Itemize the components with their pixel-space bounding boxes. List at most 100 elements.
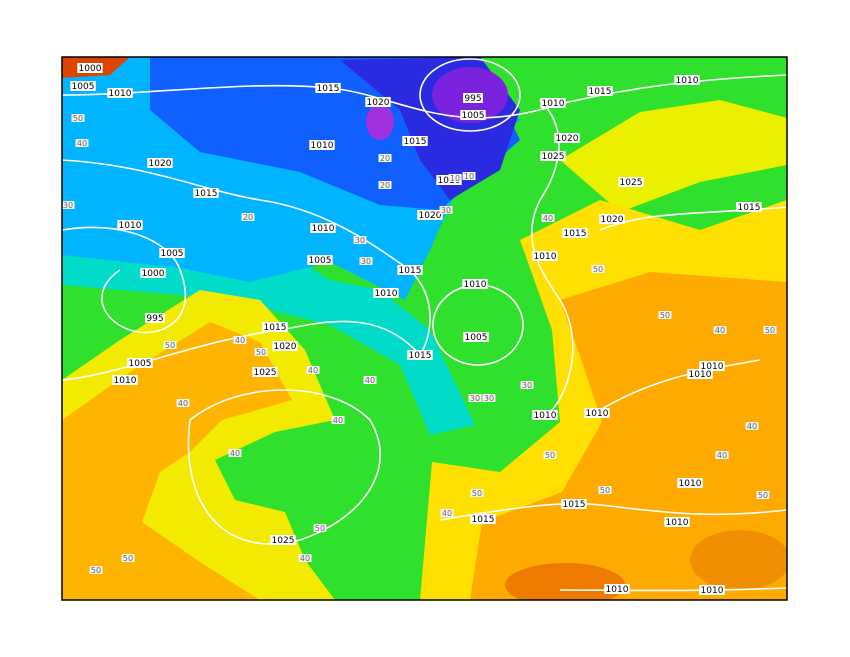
isobar-label: 1015	[404, 137, 427, 147]
thickness-label-bg	[468, 394, 482, 402]
isobar-label-bg	[140, 268, 166, 278]
thickness-label: 40	[230, 449, 240, 458]
isobar-label-bg	[315, 83, 341, 93]
thickness-label: 10	[464, 172, 474, 181]
thickness-label-bg	[363, 376, 377, 384]
thickness-label-bg	[89, 566, 103, 574]
isobar-label: 1015	[563, 500, 586, 510]
isobar-label: 1015	[738, 203, 761, 213]
thickness-label: 20	[243, 213, 253, 222]
thickness-label-bg	[763, 326, 777, 334]
isobar-label: 1020	[419, 211, 442, 221]
isobar-label: 1000	[79, 64, 102, 74]
thickness-label-bg	[176, 399, 190, 407]
isobar-label-bg	[587, 86, 613, 96]
thickness-label: 40	[333, 416, 343, 425]
thickness-label-bg	[591, 265, 605, 273]
isobar-label-bg	[365, 97, 391, 107]
isobar-label-bg	[532, 410, 558, 420]
isobar-label: 1010	[586, 409, 609, 419]
isobar-label-bg	[310, 223, 336, 233]
thickness-label-bg	[543, 451, 557, 459]
thickness-label-bg	[75, 139, 89, 147]
thickness-label-bg	[440, 509, 454, 517]
thickness-label-bg	[163, 341, 177, 349]
thickness-label: 40	[235, 336, 245, 345]
thickness-label: 50	[73, 114, 83, 123]
isobar-label-bg	[687, 369, 713, 379]
isobar-label-bg	[540, 98, 566, 108]
thickness-label-bg	[378, 154, 392, 162]
isobar-label-bg	[373, 288, 399, 298]
thickness-label-bg	[61, 201, 75, 209]
isobar-label-bg	[664, 517, 690, 527]
thickness-label: 10	[450, 174, 460, 183]
map-frame	[61, 56, 788, 601]
thickness-label: 40	[308, 366, 318, 375]
isobar-label-bg	[117, 220, 143, 230]
isobar-label: 1010	[542, 99, 565, 109]
thickness-label: 30	[63, 201, 73, 210]
thickness-label: 40	[77, 139, 87, 148]
thickness-label-bg	[121, 554, 135, 562]
thickness-label-bg	[359, 257, 373, 265]
isobar-label: 1010	[311, 141, 334, 151]
isobar-label-bg	[193, 188, 219, 198]
isobar-label-bg	[532, 251, 558, 261]
isobar-label: 1015	[399, 266, 422, 276]
isobar-label-bg	[599, 214, 625, 224]
isobar-label: 1015	[317, 84, 340, 94]
field	[62, 57, 787, 600]
isobar-label: 1010	[679, 479, 702, 489]
thickness-label-bg	[448, 174, 462, 182]
thickness-label-bg	[313, 524, 327, 532]
isobar	[62, 74, 787, 119]
isobar-label-bg	[159, 248, 185, 258]
isobar	[559, 587, 787, 592]
isobar-label-bg	[127, 358, 153, 368]
isobar-label-bg	[562, 228, 588, 238]
isobar-label-bg	[554, 133, 580, 143]
isobar-label: 1005	[465, 333, 488, 343]
thickness-label: 50	[123, 554, 133, 563]
isobar-label-bg	[561, 499, 587, 509]
isobar-label: 1015	[195, 189, 218, 199]
thickness-label-bg	[71, 114, 85, 122]
thickness-label: 50	[660, 311, 670, 320]
thickness-label-bg	[520, 381, 534, 389]
isobar-label: 1015	[589, 87, 612, 97]
isobar-label-bg	[70, 81, 96, 91]
thickness-label-bg	[439, 206, 453, 214]
thickness-label-bg	[713, 326, 727, 334]
thickness-label-bg	[745, 422, 759, 430]
isobar-label-bg	[147, 158, 173, 168]
isobar	[419, 58, 521, 132]
isobar-label-bg	[402, 136, 428, 146]
thickness-label: 40	[178, 399, 188, 408]
isobar-label: 1015	[564, 229, 587, 239]
thickness-label: 40	[300, 554, 310, 563]
isobar-label: 1020	[274, 342, 297, 352]
isobar-label: 1015	[264, 323, 287, 333]
thickness-label: 20	[380, 181, 390, 190]
isobar-label-bg	[463, 332, 489, 342]
isobar-label: 1005	[72, 82, 95, 92]
isobar	[62, 159, 431, 356]
isobar-label-bg	[463, 93, 483, 103]
thickness-label: 30	[441, 206, 451, 215]
isobar-label: 1025	[272, 536, 295, 546]
thickness-label-bg	[306, 366, 320, 374]
thickness-label: 50	[165, 341, 175, 350]
thickness-label-bg	[598, 486, 612, 494]
thickness-label: 40	[543, 214, 553, 223]
thickness-label-bg	[658, 311, 672, 319]
isobar-label: 1025	[620, 178, 643, 188]
isobar-label: 1010	[666, 518, 689, 528]
thickness-label: 50	[256, 348, 266, 357]
isobar-label: 1025	[542, 152, 565, 162]
yellow-area	[560, 100, 787, 212]
isobar-label: 1010	[119, 221, 142, 231]
